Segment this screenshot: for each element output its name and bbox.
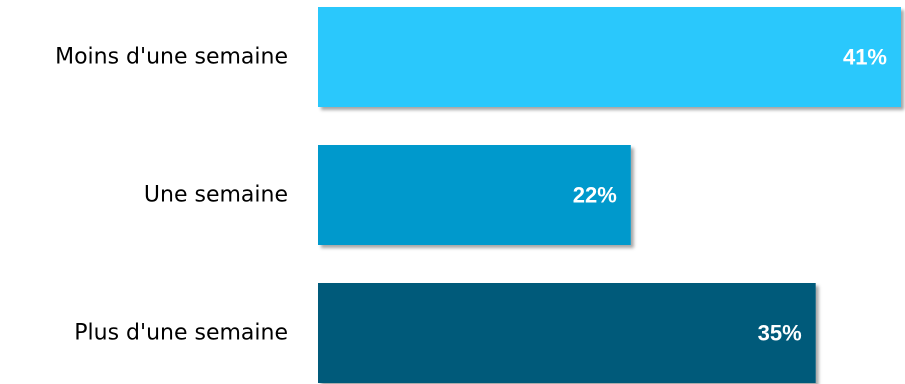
category-label-2: Une semaine xyxy=(144,183,288,208)
value-label-1: 41% xyxy=(843,45,887,70)
bars-layer xyxy=(318,7,901,383)
labels-layer: Moins d'une semaine 41% Une semaine 22% Plus… xyxy=(55,45,887,346)
bar-3 xyxy=(318,283,816,383)
value-label-2: 22% xyxy=(573,183,617,208)
value-label-3: 35% xyxy=(758,321,802,346)
category-label-3: Plus d'une semaine xyxy=(74,321,288,346)
bar-2 xyxy=(318,145,631,245)
bar-1 xyxy=(318,7,901,107)
category-label-1: Moins d'une semaine xyxy=(55,45,288,70)
